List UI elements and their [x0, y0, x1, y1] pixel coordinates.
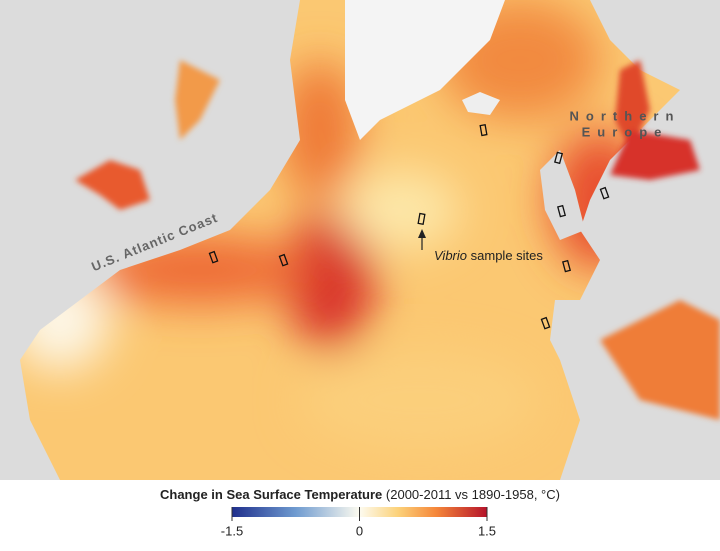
annotation-italic: Vibrio [434, 248, 467, 263]
region-label: Northern [570, 108, 681, 123]
colorbar-tick-label: -1.5 [221, 523, 243, 538]
sample-sites [208, 123, 610, 330]
iceland [462, 92, 500, 115]
region-label: Europe [582, 124, 669, 139]
legend-title-bold: Change in Sea Surface Temperature [160, 487, 382, 502]
annotation-text: sample sites [471, 248, 544, 263]
colorbar-tick-label: 0 [356, 523, 363, 538]
north-america [0, 0, 300, 480]
legend-title: Change in Sea Surface Temperature (2000-… [160, 487, 560, 502]
annotation-arrowhead [418, 229, 426, 238]
lakes-and-seas [75, 60, 720, 420]
britain [540, 150, 585, 240]
colorbar-tick-label: 1.5 [478, 523, 496, 538]
map: U.S. Atlantic Coast Northern Europe Vibr… [0, 0, 720, 480]
annotation: Vibrio sample sites [434, 248, 543, 263]
greenland [345, 0, 505, 140]
legend-subtitle: (2000-2011 vs 1890-1958, °C) [386, 487, 560, 502]
